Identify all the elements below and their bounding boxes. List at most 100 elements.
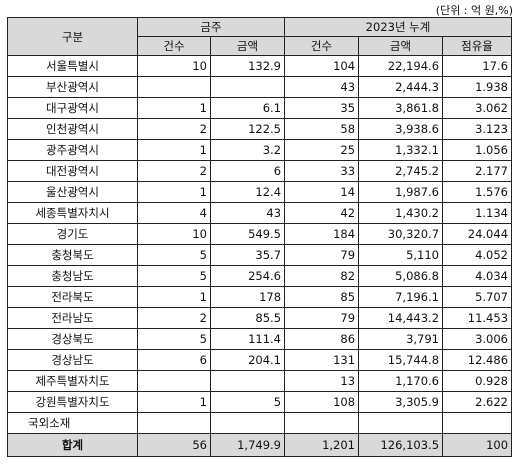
cum-amount-cell: 7,196.1 (358, 286, 444, 308)
table-row: 인천광역시 2 122.5 58 3,938.6 3.123 (7, 118, 513, 140)
cum-count-cell: 25 (284, 139, 360, 161)
region-name-cell: 충청북도 (7, 244, 138, 266)
region-name-cell: 전라남도 (7, 307, 138, 329)
week-count-cell (137, 412, 211, 434)
table-row: 강원특별자치도 1 5 108 3,305.9 2.622 (7, 391, 513, 413)
week-amount-cell (209, 370, 286, 392)
share-cell: 0.928 (442, 370, 513, 392)
total-label: 합계 (7, 433, 138, 457)
week-amount-cell: 3.2 (209, 139, 286, 161)
cum-count-cell: 35 (284, 97, 360, 119)
cum-count-cell: 104 (284, 55, 360, 77)
cum-amount-cell: 5,110 (358, 244, 444, 266)
table-row: 서울특별시 10 132.9 104 22,194.6 17.6 (7, 55, 513, 77)
region-name-cell: 경상북도 (7, 328, 138, 350)
cum-count-cell: 33 (284, 160, 360, 182)
table-row: 대전광역시 2 6 33 2,745.2 2.177 (7, 160, 513, 182)
region-name-cell: 대구광역시 (7, 97, 138, 119)
week-count-cell: 5 (137, 265, 211, 287)
region-name-cell: 국외소재 (7, 412, 138, 434)
cum-amount-cell: 3,861.8 (358, 97, 444, 119)
region-name-cell: 세종특별자치시 (7, 202, 138, 224)
week-count-cell: 2 (137, 118, 211, 140)
region-name-cell: 제주특별자치도 (7, 370, 138, 392)
week-amount-cell: 35.7 (209, 244, 286, 266)
cum-count-cell: 86 (284, 328, 360, 350)
week-count-cell (137, 370, 211, 392)
table-row: 국외소재 (7, 412, 513, 434)
week-amount-cell (209, 412, 286, 434)
week-amount-cell: 254.6 (209, 265, 286, 287)
week-amount-cell: 111.4 (209, 328, 286, 350)
cum-count-cell: 79 (284, 307, 360, 329)
header-cum-count: 건수 (284, 36, 360, 56)
share-cell: 3.062 (442, 97, 513, 119)
total-week-amount: 1,749.9 (209, 433, 286, 457)
week-count-cell: 10 (137, 55, 211, 77)
region-name-cell: 광주광역시 (7, 139, 138, 161)
header-week-count: 건수 (137, 36, 211, 56)
week-amount-cell: 43 (209, 202, 286, 224)
share-cell: 2.622 (442, 391, 513, 413)
cum-amount-cell: 14,443.2 (358, 307, 444, 329)
table-row: 전라북도 1 178 85 7,196.1 5.707 (7, 286, 513, 308)
cum-count-cell: 79 (284, 244, 360, 266)
week-amount-cell: 204.1 (209, 349, 286, 371)
region-name-cell: 인천광역시 (7, 118, 138, 140)
cum-count-cell: 184 (284, 223, 360, 245)
cum-amount-cell: 3,791 (358, 328, 444, 350)
region-name-cell: 경기도 (7, 223, 138, 245)
table-row: 경기도 10 549.5 184 30,320.7 24.044 (7, 223, 513, 245)
header-cumulative-group: 2023년 누계 (284, 17, 513, 37)
share-cell: 1.938 (442, 76, 513, 98)
week-count-cell: 5 (137, 244, 211, 266)
region-name-cell: 울산광역시 (7, 181, 138, 203)
week-amount-cell: 5 (209, 391, 286, 413)
header-cum-amount: 금액 (358, 36, 444, 56)
cum-count-cell: 14 (284, 181, 360, 203)
week-count-cell: 10 (137, 223, 211, 245)
week-count-cell (137, 76, 211, 98)
table-row: 경상남도 6 204.1 131 15,744.8 12.486 (7, 349, 513, 371)
region-name-cell: 서울특별시 (7, 55, 138, 77)
table-row: 세종특별자치시 4 43 42 1,430.2 1.134 (7, 202, 513, 224)
total-week-count: 56 (137, 433, 211, 457)
table-row: 광주광역시 1 3.2 25 1,332.1 1.056 (7, 139, 513, 161)
cum-count-cell (284, 412, 360, 434)
cum-count-cell: 82 (284, 265, 360, 287)
total-cum-count: 1,201 (284, 433, 360, 457)
week-count-cell: 1 (137, 391, 211, 413)
share-cell: 1.134 (442, 202, 513, 224)
cum-amount-cell: 1,332.1 (358, 139, 444, 161)
region-name-cell: 강원특별자치도 (7, 391, 138, 413)
cum-amount-cell (358, 412, 444, 434)
region-name-cell: 대전광역시 (7, 160, 138, 182)
share-cell (442, 412, 513, 434)
share-cell: 1.576 (442, 181, 513, 203)
week-count-cell: 1 (137, 97, 211, 119)
week-count-cell: 1 (137, 181, 211, 203)
region-name-cell: 경상남도 (7, 349, 138, 371)
share-cell: 12.486 (442, 349, 513, 371)
week-count-cell: 5 (137, 328, 211, 350)
cum-amount-cell: 1,430.2 (358, 202, 444, 224)
region-name-cell: 부산광역시 (7, 76, 138, 98)
header-share: 점유율 (442, 36, 513, 56)
share-cell: 3.123 (442, 118, 513, 140)
share-cell: 4.052 (442, 244, 513, 266)
total-share: 100 (442, 433, 513, 457)
cum-amount-cell: 15,744.8 (358, 349, 444, 371)
cum-amount-cell: 22,194.6 (358, 55, 444, 77)
cum-amount-cell: 2,745.2 (358, 160, 444, 182)
cum-amount-cell: 5,086.8 (358, 265, 444, 287)
region-name-cell: 전라북도 (7, 286, 138, 308)
week-amount-cell: 549.5 (209, 223, 286, 245)
week-amount-cell: 132.9 (209, 55, 286, 77)
header-week-amount: 금액 (209, 36, 286, 56)
share-cell: 3.006 (442, 328, 513, 350)
region-name-cell: 충청남도 (7, 265, 138, 287)
header-week-group: 금주 (136, 17, 286, 37)
week-amount-cell: 6.1 (209, 97, 286, 119)
share-cell: 11.453 (442, 307, 513, 329)
cum-count-cell: 13 (284, 370, 360, 392)
